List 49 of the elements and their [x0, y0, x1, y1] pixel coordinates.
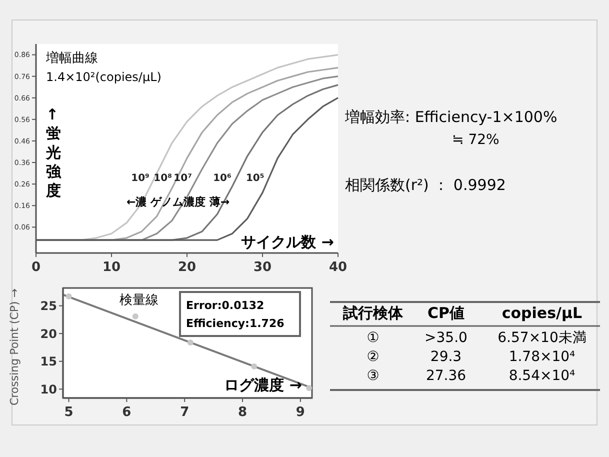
text: 8.54×10⁴	[508, 368, 576, 384]
series-label: 10⁹	[131, 173, 150, 184]
y-tick-label: 25	[40, 298, 57, 313]
y-axis-title: ↑蛍光強度	[45, 105, 62, 200]
y-axis-title: Crossing Point (CP) →	[8, 288, 21, 406]
text: ②	[366, 349, 380, 365]
series-label: 10⁵	[246, 173, 264, 184]
text: 1.78×10⁴	[508, 349, 576, 365]
x-tick-label: 5	[64, 405, 74, 420]
y-tick-label: 20	[40, 326, 57, 341]
y-tick-label: 10	[40, 382, 57, 396]
x-tick-label: 20	[178, 260, 196, 275]
x-tick-label: 30	[253, 260, 272, 275]
annotation: ←濃 ゲノム濃度 薄→	[126, 196, 230, 209]
point	[132, 313, 138, 320]
point	[306, 385, 312, 391]
text: 相関係数(r²) ： 0.9992	[345, 176, 506, 194]
x-tick-label: 9	[296, 405, 305, 420]
text: >35.0	[424, 330, 468, 346]
x-axis-title: ログ濃度 →	[224, 376, 302, 394]
y-tick-label: 15	[40, 354, 57, 369]
text: 試行検体	[342, 304, 404, 322]
series-label: 10⁸	[154, 173, 172, 184]
x-tick-label: 8	[238, 405, 248, 420]
point	[66, 293, 72, 300]
text: ≒ 72%	[452, 132, 500, 148]
x-tick-label: 6	[122, 405, 132, 420]
annotation: Error:0.0132	[186, 299, 264, 312]
annotation: Efficiency:1.726	[186, 317, 285, 330]
text: CP値	[427, 304, 465, 322]
annotation: 増幅曲線	[45, 50, 98, 66]
annotation: 1.4×10²(copies/μL)	[46, 70, 162, 84]
text: ③	[366, 368, 380, 384]
x-axis-title: サイクル数 →	[241, 233, 334, 251]
x-tick-label: 0	[31, 260, 41, 275]
text: ①	[366, 330, 380, 346]
point	[251, 363, 258, 370]
x-tick-label: 7	[180, 405, 190, 420]
point	[187, 339, 194, 346]
text: 29.3	[430, 349, 462, 365]
annotation: 検量線	[120, 293, 158, 308]
x-tick-label: 10	[102, 260, 121, 275]
text: 6.57×10未満	[498, 330, 586, 346]
x-tick-label: 40	[328, 260, 348, 275]
text: 27.36	[426, 368, 466, 384]
series-label: 10⁷	[174, 173, 192, 184]
text: 増幅効率: Efficiency-1×100%	[344, 108, 558, 126]
text: copies/μL	[502, 304, 583, 322]
series-label: 10⁶	[213, 173, 232, 184]
